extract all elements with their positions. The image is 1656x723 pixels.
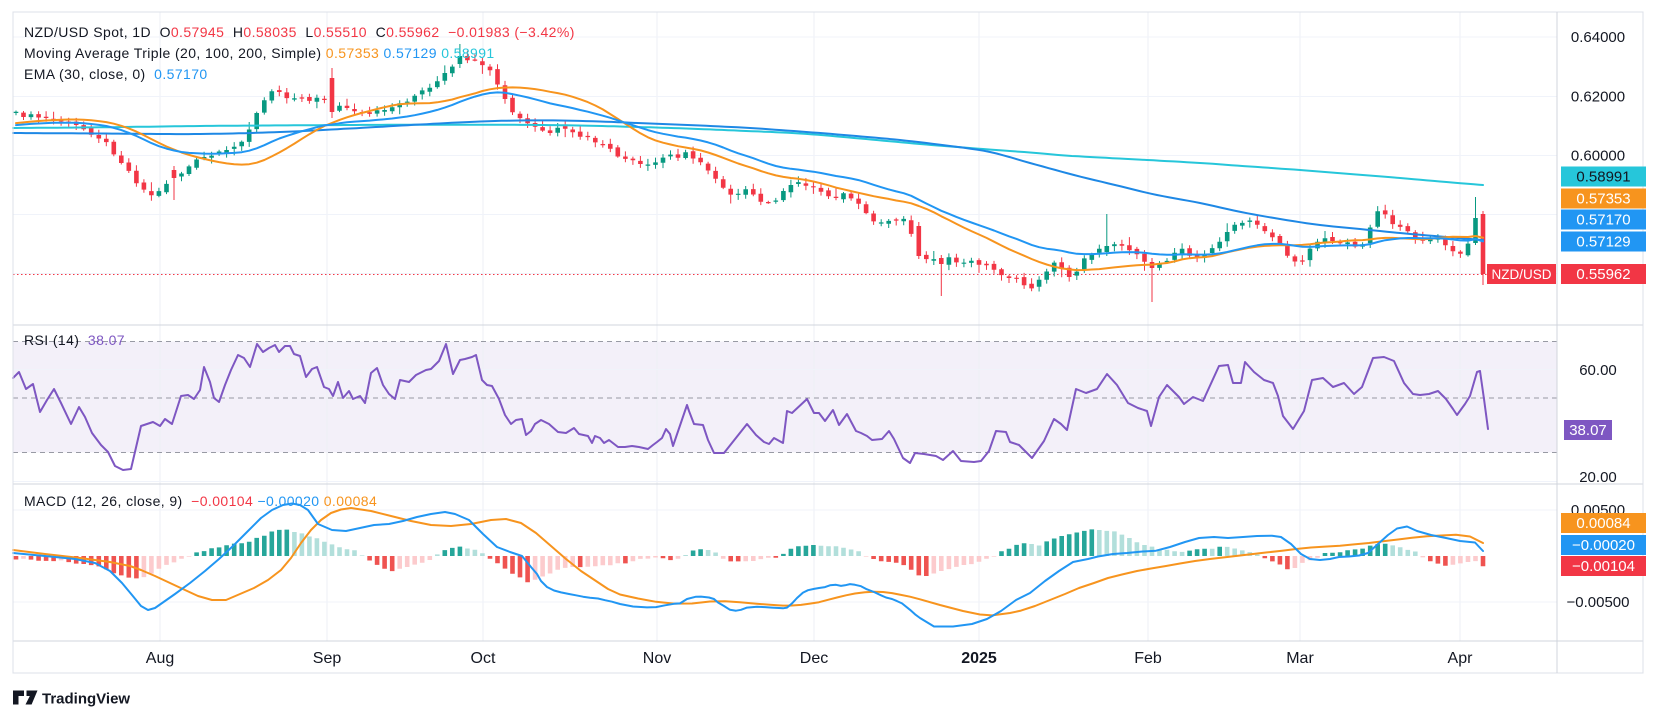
svg-text:Apr: Apr [1448, 650, 1474, 667]
svg-text:Sep: Sep [313, 650, 342, 667]
svg-text:−0.00104: −0.00104 [1572, 558, 1635, 575]
svg-text:MACD (12, 26, close, 9) −0.00: MACD (12, 26, close, 9) −0.00104 −0.0002… [24, 493, 377, 509]
svg-text:0.00084: 0.00084 [1576, 515, 1630, 532]
svg-text:60.00: 60.00 [1579, 362, 1617, 379]
svg-text:TradingView: TradingView [42, 691, 130, 708]
svg-text:Nov: Nov [643, 650, 671, 667]
svg-text:20.00: 20.00 [1579, 469, 1617, 486]
svg-text:−0.00020: −0.00020 [1572, 537, 1635, 554]
svg-text:0.60000: 0.60000 [1571, 148, 1625, 165]
svg-text:2025: 2025 [961, 650, 997, 667]
svg-text:RSI (14) 38.07: RSI (14) 38.07 [24, 332, 125, 348]
svg-text:Feb: Feb [1134, 650, 1162, 667]
svg-text:NZD/USD Spot, 1D O0.57945 H0: NZD/USD Spot, 1D O0.57945 H0.58035 L0.55… [24, 24, 575, 40]
svg-text:EMA (30, close, 0) 0.57170: EMA (30, close, 0) 0.57170 [24, 66, 208, 82]
svg-text:0.62000: 0.62000 [1571, 89, 1625, 106]
svg-text:0.57353: 0.57353 [1576, 191, 1630, 208]
svg-text:Mar: Mar [1286, 650, 1314, 667]
svg-text:0.55962: 0.55962 [1576, 266, 1630, 283]
svg-text:−0.00500: −0.00500 [1567, 594, 1630, 611]
svg-text:0.64000: 0.64000 [1571, 29, 1625, 46]
svg-text:Moving Average Triple (20, 100: Moving Average Triple (20, 100, 200, Sim… [24, 45, 495, 61]
svg-text:Dec: Dec [800, 650, 828, 667]
svg-text:38.07: 38.07 [1569, 422, 1607, 439]
svg-text:NZD/USD: NZD/USD [1492, 267, 1552, 282]
svg-text:Oct: Oct [471, 650, 496, 667]
svg-text:Aug: Aug [146, 650, 174, 667]
svg-text:0.57129: 0.57129 [1576, 234, 1630, 251]
svg-text:0.57170: 0.57170 [1576, 212, 1630, 229]
svg-text:0.58991: 0.58991 [1576, 169, 1630, 186]
